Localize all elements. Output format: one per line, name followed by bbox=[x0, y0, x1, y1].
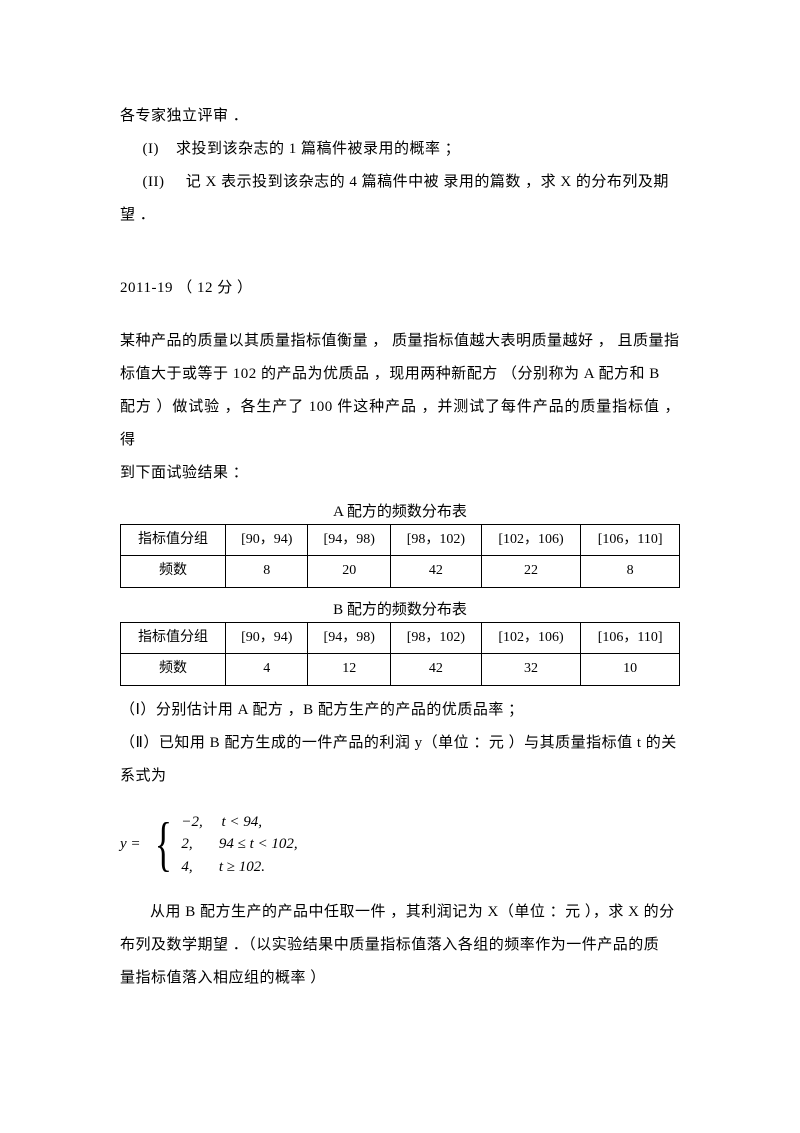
piecewise-formula: y = { −2, t < 94, 2, 94 ≤ t < 102, 4, t … bbox=[120, 811, 680, 879]
table-cell: [102，106) bbox=[481, 525, 580, 556]
table-cell: 频数 bbox=[121, 556, 226, 587]
table-cell: [94，98) bbox=[308, 622, 390, 653]
question-2b: 系式为 bbox=[120, 760, 680, 793]
table-b: 指标值分组 [90，94) [94，98) [98，102) [102，106)… bbox=[120, 622, 680, 686]
table-cell: 指标值分组 bbox=[121, 622, 226, 653]
final-p1: 从用 B 配方生产的产品中任取一件 ，其利润记为 X（单位 ：元 ），求 X 的… bbox=[120, 896, 680, 929]
formula-cases: −2, t < 94, 2, 94 ≤ t < 102, 4, t ≥ 102. bbox=[181, 811, 297, 879]
formula-lhs: y = bbox=[120, 828, 141, 861]
table-row: 指标值分组 [90，94) [94，98) [98，102) [102，106)… bbox=[121, 525, 680, 556]
table-cell: 20 bbox=[308, 556, 390, 587]
case-1: −2, t < 94, bbox=[181, 811, 297, 834]
problem-header: 2011-19 （ 12 分 ） bbox=[120, 272, 680, 305]
problem-p4: 到下面试验结果 ： bbox=[120, 457, 680, 490]
table-a: 指标值分组 [90，94) [94，98) [98，102) [102，106)… bbox=[120, 524, 680, 588]
table-cell: [98，102) bbox=[390, 622, 481, 653]
final-p2: 布列及数学期望 ．（以实验结果中质量指标值落入各组的频率作为一件产品的质 bbox=[120, 929, 680, 962]
intro-item-2: (II) 记 X 表示投到该杂志的 4 篇稿件中被 录用的篇数 ，求 X 的分布… bbox=[120, 166, 680, 199]
label-ii: (II) bbox=[143, 174, 165, 190]
table-cell: 4 bbox=[226, 654, 308, 685]
table-cell: [106，110] bbox=[581, 622, 680, 653]
text-ii: 记 X 表示投到该杂志的 4 篇稿件中被 录用的篇数 ，求 X 的分布列及期 bbox=[186, 174, 669, 190]
table-cell: [102，106) bbox=[481, 622, 580, 653]
table-cell: [94，98) bbox=[308, 525, 390, 556]
text-i: 求投到该杂志的 1 篇稿件被录用的概率 ； bbox=[176, 141, 460, 157]
intro-line: 各专家独立评审 ． bbox=[120, 100, 680, 133]
table-cell: 32 bbox=[481, 654, 580, 685]
label-i: (I) bbox=[143, 141, 160, 157]
table-cell: 8 bbox=[581, 556, 680, 587]
problem-p1: 某种产品的质量以其质量指标值衡量 ， 质量指标值越大表明质量越好 ， 且质量指 bbox=[120, 325, 680, 358]
table-cell: 10 bbox=[581, 654, 680, 685]
problem-p3: 配方 ）做试验 ，各生产了 100 件这种产品 ，并测试了每件产品的质量指标值 … bbox=[120, 391, 680, 457]
table-cell: [90，94) bbox=[226, 622, 308, 653]
table-cell: 22 bbox=[481, 556, 580, 587]
table-cell: 42 bbox=[390, 654, 481, 685]
final-p3: 量指标值落入相应组的概率 ） bbox=[120, 962, 680, 995]
table-cell: [90，94) bbox=[226, 525, 308, 556]
intro-item-1: (I) 求投到该杂志的 1 篇稿件被录用的概率 ； bbox=[120, 133, 680, 166]
table-row: 频数 4 12 42 32 10 bbox=[121, 654, 680, 685]
table-b-title: B 配方的频数分布表 bbox=[120, 598, 680, 622]
problem-p2: 标值大于或等于 102 的产品为优质品 ，现用两种新配方 （分别称为 A 配方和… bbox=[120, 358, 680, 391]
table-row: 指标值分组 [90，94) [94，98) [98，102) [102，106)… bbox=[121, 622, 680, 653]
case-2: 2, 94 ≤ t < 102, bbox=[181, 833, 297, 856]
left-brace-icon: { bbox=[154, 814, 171, 874]
table-cell: [98，102) bbox=[390, 525, 481, 556]
table-cell: 42 bbox=[390, 556, 481, 587]
table-a-title: A 配方的频数分布表 bbox=[120, 500, 680, 524]
table-cell: 12 bbox=[308, 654, 390, 685]
case-3: 4, t ≥ 102. bbox=[181, 856, 297, 879]
intro-item-2-cont: 望 ． bbox=[120, 199, 680, 232]
question-2a: （Ⅱ）已知用 B 配方生成的一件产品的利润 y（单位 ：元 ）与其质量指标值 t… bbox=[120, 727, 680, 760]
table-cell: 指标值分组 bbox=[121, 525, 226, 556]
table-cell: [106，110] bbox=[581, 525, 680, 556]
question-1: （Ⅰ）分别估计用 A 配方 ，B 配方生产的产品的优质品率 ； bbox=[120, 694, 680, 727]
table-row: 频数 8 20 42 22 8 bbox=[121, 556, 680, 587]
table-cell: 8 bbox=[226, 556, 308, 587]
table-cell: 频数 bbox=[121, 654, 226, 685]
